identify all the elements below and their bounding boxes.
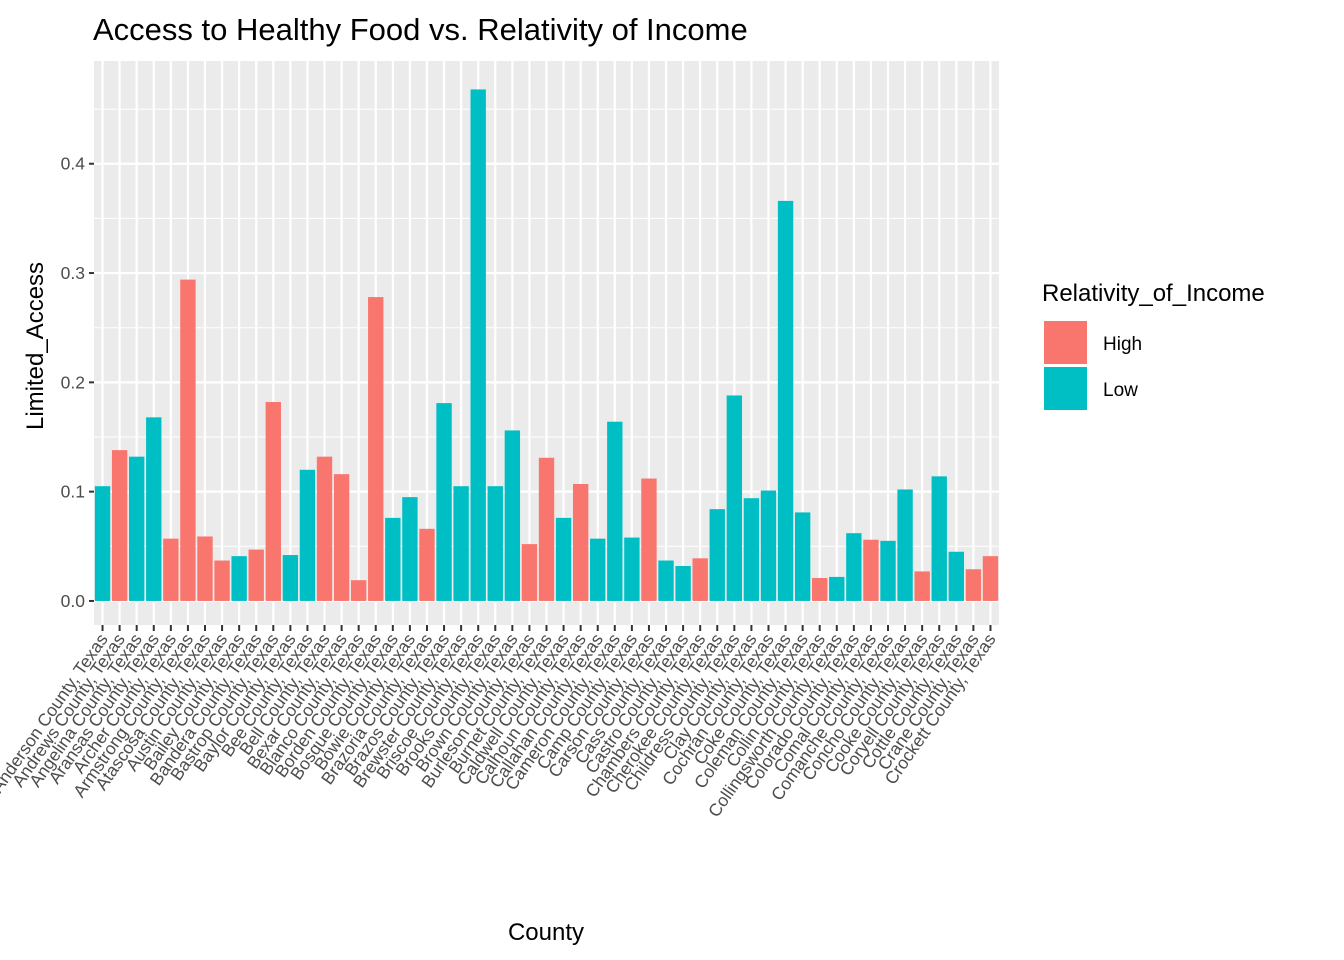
bar [521,544,538,601]
bar [931,476,947,601]
bar-series [94,89,999,601]
bar [743,498,760,601]
legend: Relativity_of_Income High Low [1042,280,1265,410]
bar [333,474,350,601]
bar [436,403,452,601]
bar [368,297,384,601]
bar [709,509,725,601]
chart-title: Access to Healthy Food vs. Relativity of… [93,12,748,47]
legend-label: High [1103,334,1142,355]
bar [777,200,794,601]
bar [794,512,811,601]
bar [402,497,418,601]
y-tick-label: 0.1 [61,482,85,502]
bar [914,571,930,601]
bar [641,478,657,601]
bar [692,558,708,601]
bar [675,565,691,601]
bar [453,486,469,601]
y-tick-label: 0.3 [61,263,85,283]
bar [214,560,230,601]
bar [385,517,401,601]
x-axis-title: County [508,919,584,946]
bar [572,484,589,601]
y-tick-label: 0.4 [61,154,86,174]
bar [760,490,777,601]
bar [282,555,299,601]
bar [880,540,896,601]
bar [350,580,367,601]
bar [163,538,179,601]
legend-title: Relativity_of_Income [1042,280,1265,307]
bar [197,536,213,601]
bar [897,489,913,601]
bar [590,538,606,601]
bar [846,533,862,601]
legend-swatch [1044,321,1087,364]
bar [94,486,111,601]
bar [658,560,674,601]
bar [248,549,264,601]
bar [231,556,247,601]
bar [726,395,743,601]
legend-items: High Low [1044,321,1142,410]
bar [829,576,845,601]
bar [948,551,964,601]
y-axis: 0.0 0.1 0.2 0.3 0.4 [61,154,94,611]
bar [504,430,521,601]
bar [316,456,333,601]
bar [487,486,503,601]
bar [265,402,281,601]
bar [624,537,640,601]
bar [111,450,128,601]
bar [812,578,828,601]
legend-label: Low [1103,380,1138,401]
y-tick-label: 0.0 [61,591,86,611]
bar [555,517,572,601]
bar [419,528,435,601]
bar [538,457,555,601]
bar [982,556,999,601]
bar [965,569,982,601]
y-tick-label: 0.2 [61,372,85,392]
y-axis-title: Limited_Access [22,262,49,430]
bar [299,469,316,601]
bar [607,421,623,601]
bar [180,279,196,601]
bar [146,417,162,601]
bar [863,539,879,601]
legend-swatch [1044,367,1087,410]
bar [129,456,145,601]
bar [470,89,486,601]
